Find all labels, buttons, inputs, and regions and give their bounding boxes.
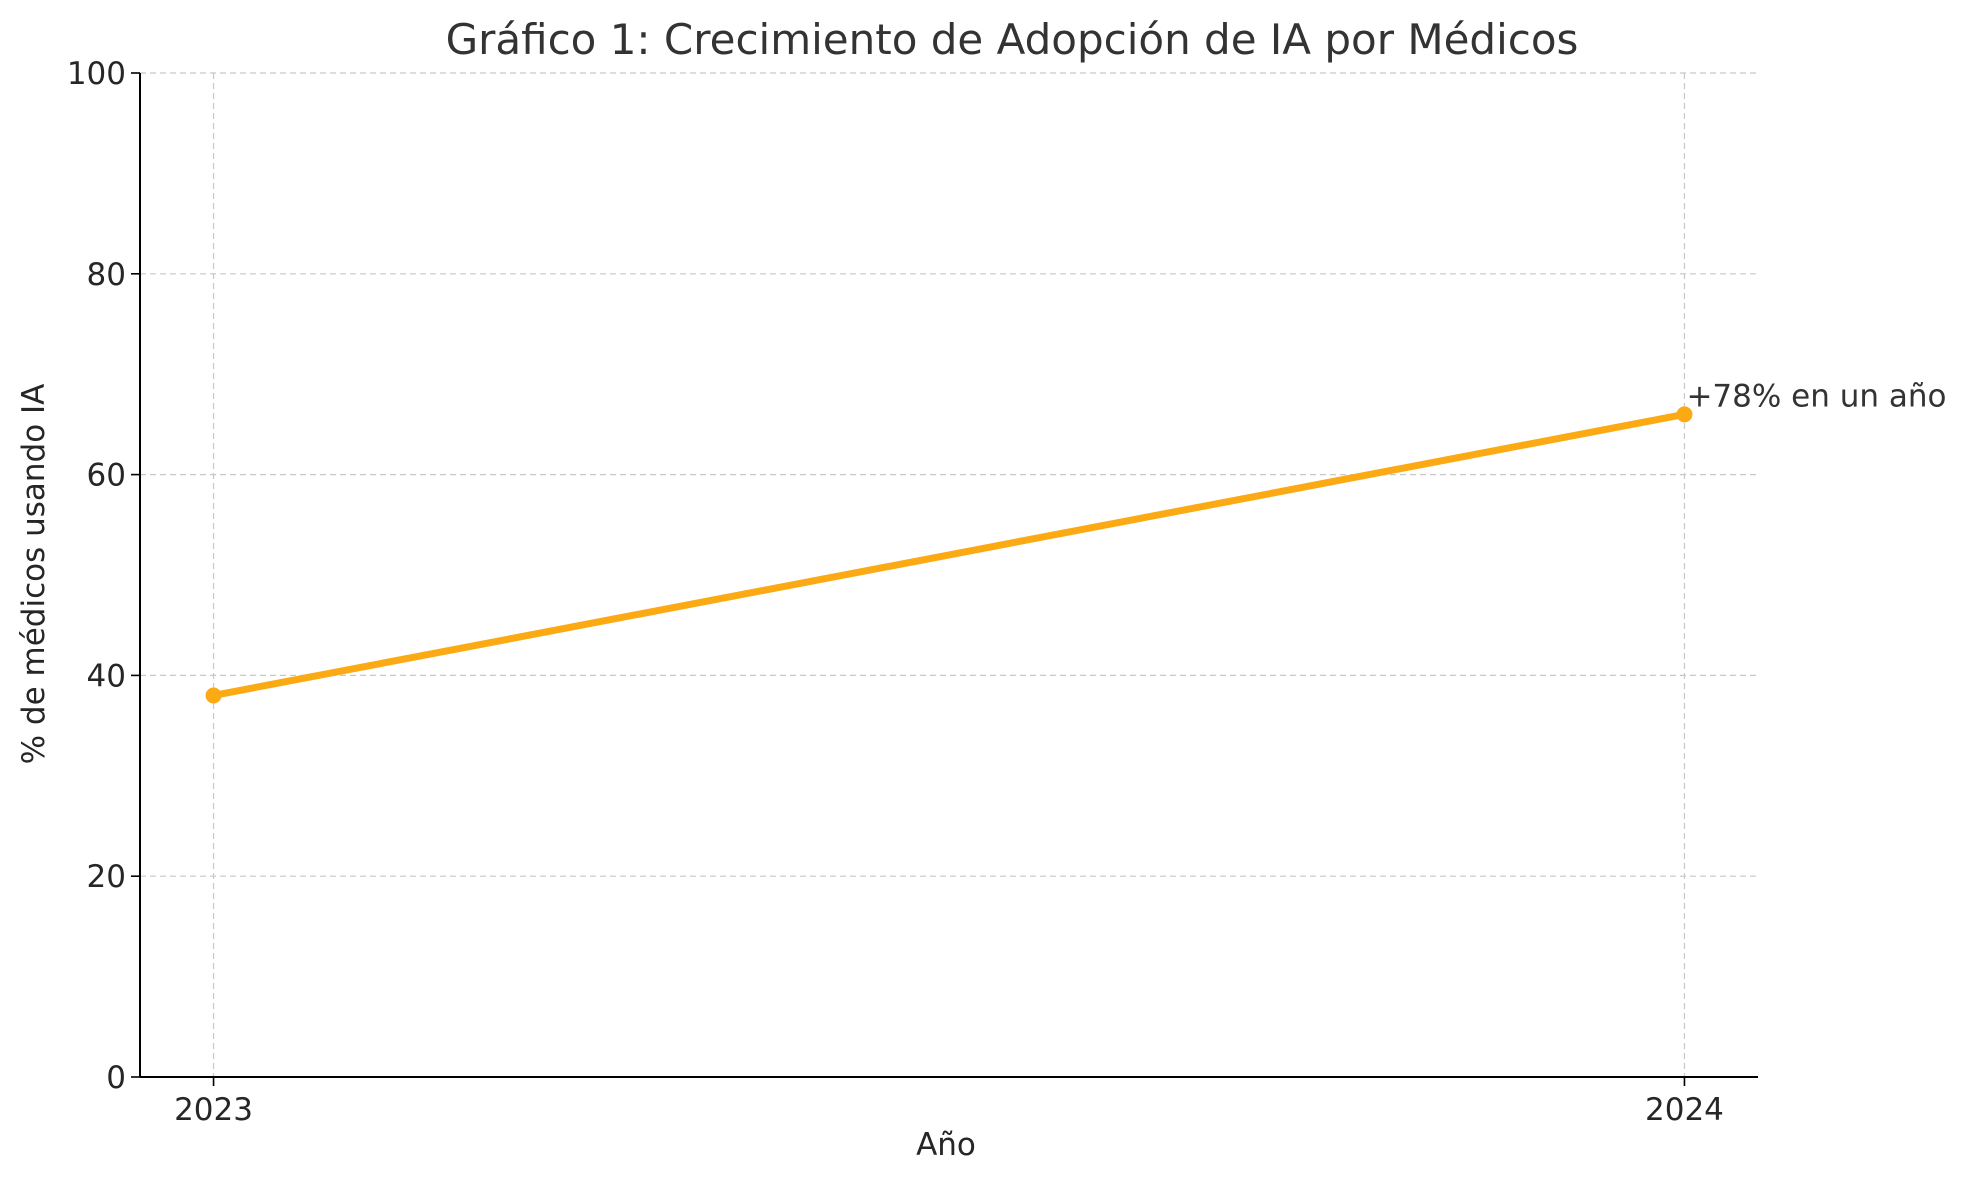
annotation-label: +78% en un año xyxy=(1686,378,1946,414)
y-tick-label: 60 xyxy=(87,458,126,494)
y-tick-label: 100 xyxy=(67,56,126,92)
data-point xyxy=(205,687,222,704)
y-tick-label: 0 xyxy=(106,1060,126,1096)
series xyxy=(205,406,1693,704)
x-tick-label: 2024 xyxy=(1645,1092,1724,1128)
x-tick-label: 2023 xyxy=(174,1092,253,1128)
y-ticks: 0 20 40 60 80 100 xyxy=(67,56,140,1096)
data-point xyxy=(1676,406,1693,423)
series-line xyxy=(210,410,1688,699)
y-tick-label: 80 xyxy=(87,257,126,293)
grid xyxy=(140,72,1758,1078)
y-tick-label: 20 xyxy=(87,859,126,895)
axes xyxy=(139,73,1758,1078)
x-ticks: 2023 2024 xyxy=(174,1077,1724,1128)
y-axis-label: % de médicos usando IA xyxy=(16,384,52,765)
annotations: +78% en un año xyxy=(1686,378,1946,414)
y-tick-label: 40 xyxy=(87,658,126,694)
x-axis-label: Año xyxy=(916,1127,976,1163)
chart-title: Gráfico 1: Crecimiento de Adopción de IA… xyxy=(446,15,1579,64)
